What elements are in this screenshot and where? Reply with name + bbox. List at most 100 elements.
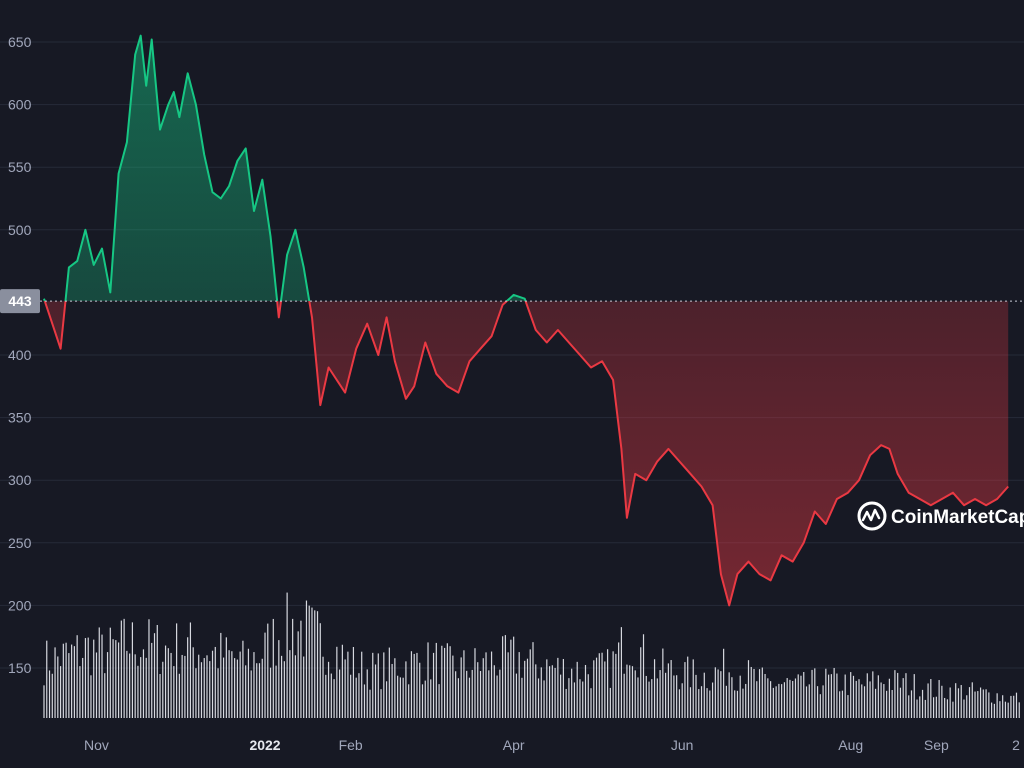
volume-bar: [518, 652, 520, 718]
volume-bar: [963, 699, 965, 718]
volume-bar: [847, 695, 849, 718]
volume-bar: [828, 674, 830, 718]
volume-bar: [140, 657, 142, 718]
volume-bar: [399, 677, 401, 718]
volume-bar: [662, 648, 664, 718]
volume-bar: [839, 691, 841, 718]
volume-bar: [913, 674, 915, 718]
volume-bar: [941, 685, 943, 718]
volume-bar: [176, 623, 178, 718]
volume-bar: [689, 687, 692, 718]
volume-bar: [289, 650, 291, 718]
volume-bar: [692, 659, 694, 718]
volume-bar: [985, 689, 987, 718]
volume-bar: [198, 654, 200, 718]
volume-bar: [405, 661, 407, 718]
volume-bar: [79, 666, 81, 718]
y-axis-ticks: 650 600 550 500 400 350 300 250 200 150: [8, 34, 32, 676]
volume-bar: [822, 685, 824, 718]
volume-bar: [374, 664, 377, 718]
coinmarketcap-watermark: CoinMarketCap: [857, 501, 1024, 531]
volume-bar: [579, 679, 581, 718]
volume-bar: [488, 670, 490, 718]
volume-bar: [245, 665, 247, 718]
volume-bar: [957, 688, 960, 718]
volume-bar: [742, 688, 744, 718]
volume-bar: [54, 647, 56, 718]
volume-bar: [609, 687, 611, 718]
volume-bar: [728, 672, 730, 718]
volume-bar: [858, 679, 860, 718]
volume-bar: [178, 673, 180, 718]
volume-bar: [504, 635, 506, 718]
volume-bar: [977, 691, 979, 718]
volume-bar: [68, 653, 70, 718]
volume-bar: [968, 687, 971, 718]
volume-bar: [946, 699, 949, 718]
volume-bar: [573, 682, 576, 718]
volume-bar: [272, 618, 274, 718]
volume-bar: [745, 683, 747, 718]
volume-bar: [836, 673, 838, 718]
volume-bar: [57, 656, 59, 718]
volume-bar: [311, 607, 313, 718]
volume-bar: [916, 699, 918, 718]
volume-bar: [899, 687, 902, 718]
volume-bar: [709, 690, 711, 718]
volume-bar: [181, 654, 183, 718]
volume-bar: [595, 657, 598, 718]
y-tick-650: 650: [8, 34, 32, 50]
volume-bars: [43, 592, 1020, 718]
volume-bar: [225, 637, 227, 718]
volume-bar: [620, 627, 623, 718]
volume-bar: [416, 652, 418, 718]
volume-bar: [825, 668, 827, 718]
volume-bar: [123, 618, 125, 718]
volume-bar: [432, 652, 435, 718]
volume-bar: [421, 684, 424, 718]
volume-bar: [919, 696, 921, 718]
volume-bar: [258, 663, 261, 718]
volume-bar: [474, 648, 476, 718]
volume-bar: [863, 686, 866, 718]
volume-bar: [388, 647, 390, 718]
volume-bar: [441, 645, 443, 718]
volume-bar: [629, 665, 631, 718]
volume-bar: [48, 670, 51, 718]
volume-bar: [656, 678, 658, 718]
x-tick-apr: Apr: [503, 737, 525, 753]
volume-bar: [269, 667, 272, 718]
volume-bar: [98, 627, 100, 718]
volume-bar: [952, 701, 954, 718]
watermark-text: CoinMarketCap: [891, 507, 1024, 528]
volume-bar: [537, 678, 540, 718]
volume-bar: [571, 668, 573, 718]
volume-bar: [297, 631, 299, 718]
volume-bar: [164, 645, 167, 718]
volume-bar: [587, 674, 589, 718]
x-tick-sep: Sep: [924, 737, 949, 753]
volume-bar: [479, 671, 482, 718]
volume-bar: [734, 690, 736, 718]
volume-bar: [526, 658, 529, 718]
volume-bar: [910, 690, 913, 718]
volume-bar: [700, 686, 703, 718]
volume-bar: [211, 650, 214, 718]
volume-bar: [852, 675, 855, 718]
volume-bar: [991, 702, 993, 718]
volume-bar: [532, 642, 534, 718]
volume-bar: [502, 636, 504, 718]
volume-bar: [153, 633, 156, 718]
y-tick-200: 200: [8, 597, 32, 613]
volume-bar: [814, 668, 816, 718]
volume-bar: [261, 658, 263, 718]
x-tick-feb: Feb: [339, 737, 363, 753]
volume-bar: [886, 690, 888, 718]
volume-bar: [394, 658, 396, 718]
volume-bar: [805, 686, 808, 718]
volume-bar: [684, 662, 686, 718]
volume-bar: [1004, 701, 1007, 718]
volume-bar: [711, 682, 714, 718]
volume-bar: [866, 673, 868, 718]
volume-bar: [242, 640, 244, 718]
